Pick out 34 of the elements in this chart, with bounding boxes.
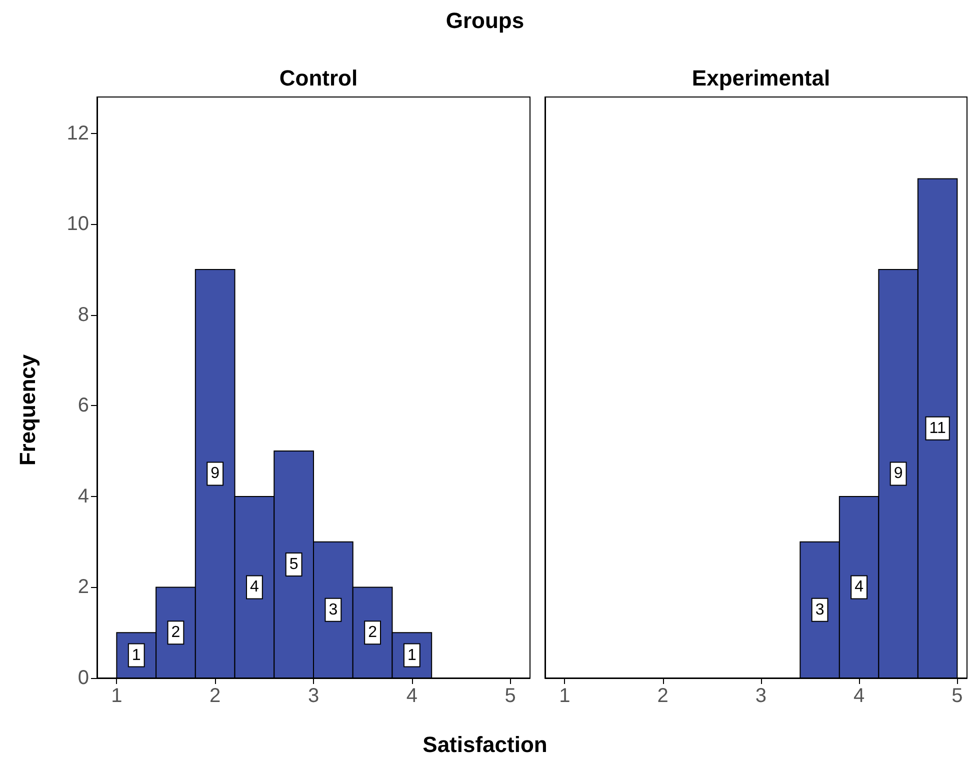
data-label: 4 [250, 578, 259, 596]
y-tick-label: 0 [78, 667, 89, 689]
chart-title: Experimental [692, 66, 830, 90]
data-label: 5 [289, 556, 298, 574]
data-label: 9 [894, 465, 903, 482]
x-tick-label: 5 [504, 685, 516, 707]
x-tick-label: 5 [952, 685, 963, 707]
y-tick-label: 4 [78, 485, 89, 508]
data-label: 3 [328, 601, 338, 618]
y-tick-label: 2 [78, 576, 89, 598]
data-label: 9 [210, 465, 220, 482]
data-label: 2 [171, 624, 180, 642]
chart-title: Control [279, 66, 358, 90]
x-tick-label: 1 [111, 685, 122, 707]
data-label: 1 [132, 646, 141, 664]
x-tick-label: 4 [406, 685, 418, 707]
x-tick-label: 2 [657, 685, 668, 707]
data-label: 1 [407, 646, 416, 664]
y-tick-label: 8 [78, 304, 89, 326]
y-tick-label: 6 [78, 394, 89, 417]
x-tick-label: 4 [853, 685, 865, 707]
data-label: 11 [929, 420, 946, 437]
data-label: 2 [368, 624, 378, 642]
x-tick-label: 1 [559, 685, 570, 707]
y-axis-title: Frequency [15, 354, 41, 466]
data-label: 4 [854, 578, 864, 596]
data-label: 3 [815, 601, 824, 618]
x-tick-label: 2 [210, 685, 221, 707]
x-axis-title: Satisfaction [422, 732, 548, 758]
y-tick-label: 10 [66, 213, 89, 236]
x-tick-label: 3 [755, 685, 766, 707]
x-tick-label: 3 [308, 685, 320, 707]
text: Groups [446, 8, 524, 34]
y-tick-label: 12 [66, 122, 89, 144]
